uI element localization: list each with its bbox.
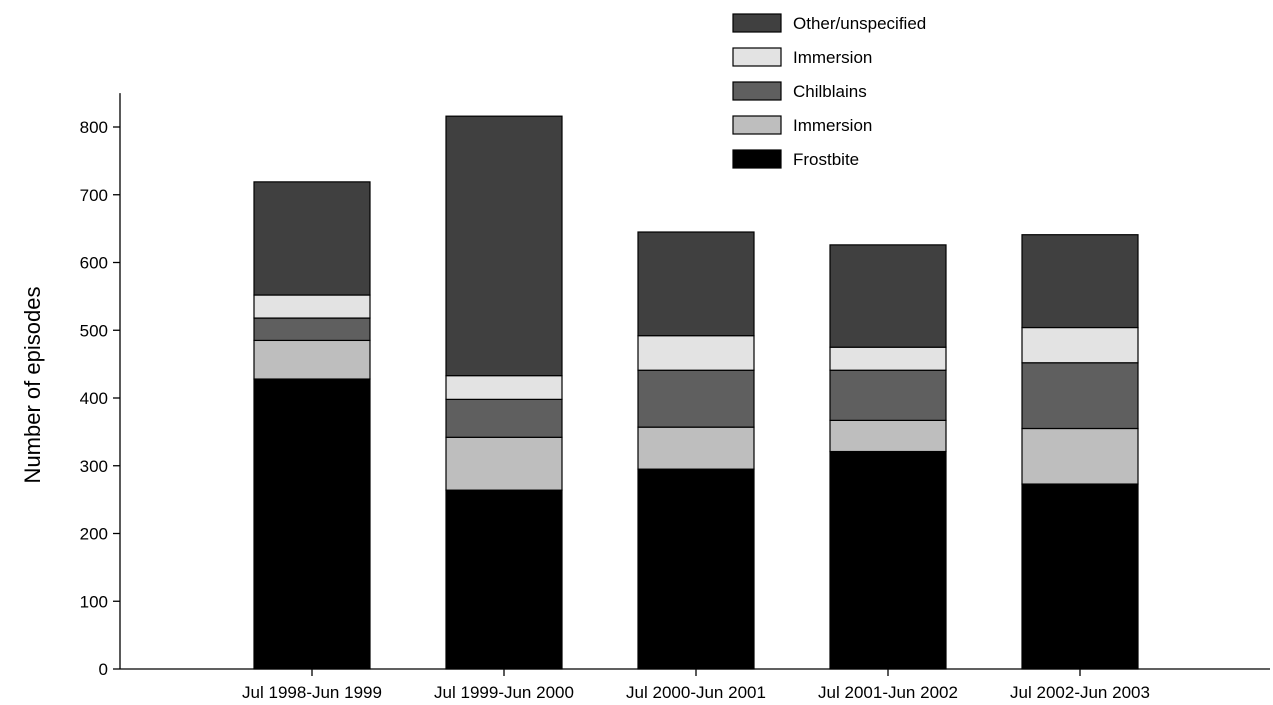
bar-segment-immersion bbox=[253, 339, 371, 380]
bar-segment-other-unspecified bbox=[1021, 234, 1139, 329]
bar-segment-chilblains bbox=[829, 369, 947, 421]
bar-segment-chilblains bbox=[637, 369, 755, 428]
bar-segment-immersion bbox=[253, 294, 371, 319]
legend-label: Immersion bbox=[793, 48, 872, 67]
x-tick-label: Jul 2000-Jun 2001 bbox=[626, 683, 766, 702]
legend-label: Immersion bbox=[793, 116, 872, 135]
bar-segment-immersion bbox=[1021, 326, 1139, 364]
bar-segment-frostbite bbox=[829, 450, 947, 670]
x-axis-ticks: Jul 1998-Jun 1999 Jul 1999-Jun 2000 Jul 20… bbox=[242, 669, 1150, 702]
x-tick-label: Jul 1998-Jun 1999 bbox=[242, 683, 382, 702]
bar-segment-chilblains bbox=[253, 317, 371, 342]
y-tick-label: 400 bbox=[80, 389, 108, 408]
bar-segment-frostbite bbox=[445, 489, 563, 670]
bar-segment-immersion bbox=[637, 335, 755, 371]
x-tick-label: Jul 2002-Jun 2003 bbox=[1010, 683, 1150, 702]
x-tick-label: Jul 1999-Jun 2000 bbox=[434, 683, 574, 702]
x-tick-label: Jul 2001-Jun 2002 bbox=[818, 683, 958, 702]
y-axis-ticks: 0 100 200 300 400 500 600 700 800 bbox=[80, 118, 120, 679]
bar-segment-immersion bbox=[445, 436, 563, 491]
bar-segment-other-unspecified bbox=[637, 231, 755, 337]
legend-swatch bbox=[732, 13, 782, 33]
legend-swatch bbox=[732, 115, 782, 135]
legend-label: Other/unspecified bbox=[793, 14, 926, 33]
bar-segment-other-unspecified bbox=[253, 181, 371, 296]
bar-segment-frostbite bbox=[637, 468, 755, 670]
bar-segment-immersion bbox=[829, 419, 947, 453]
y-axis-title: Number of episodes bbox=[20, 287, 45, 484]
legend-label: Frostbite bbox=[793, 150, 859, 169]
bar-segment-immersion bbox=[637, 426, 755, 470]
y-tick-label: 100 bbox=[80, 592, 108, 611]
y-tick-label: 0 bbox=[99, 660, 108, 679]
legend-swatch bbox=[732, 81, 782, 101]
legend-swatch bbox=[732, 149, 782, 169]
y-tick-label: 800 bbox=[80, 118, 108, 137]
bar-segment-other-unspecified bbox=[445, 115, 563, 377]
bar-segment-immersion bbox=[445, 375, 563, 400]
bar-segment-immersion bbox=[1021, 427, 1139, 485]
bar-segment-frostbite bbox=[253, 378, 371, 670]
bar-segment-immersion bbox=[829, 346, 947, 371]
y-tick-label: 600 bbox=[80, 254, 108, 273]
y-tick-label: 500 bbox=[80, 321, 108, 340]
y-tick-label: 700 bbox=[80, 186, 108, 205]
bars-group bbox=[253, 115, 1139, 670]
legend: Other/unspecified Immersion Chilblains Imme… bbox=[732, 13, 926, 169]
y-tick-label: 200 bbox=[80, 525, 108, 544]
legend-label: Chilblains bbox=[793, 82, 867, 101]
bar-segment-chilblains bbox=[445, 398, 563, 438]
legend-swatch bbox=[732, 47, 782, 67]
y-tick-label: 300 bbox=[80, 457, 108, 476]
bar-segment-other-unspecified bbox=[829, 244, 947, 348]
bar-segment-frostbite bbox=[1021, 483, 1139, 670]
bar-segment-chilblains bbox=[1021, 362, 1139, 430]
